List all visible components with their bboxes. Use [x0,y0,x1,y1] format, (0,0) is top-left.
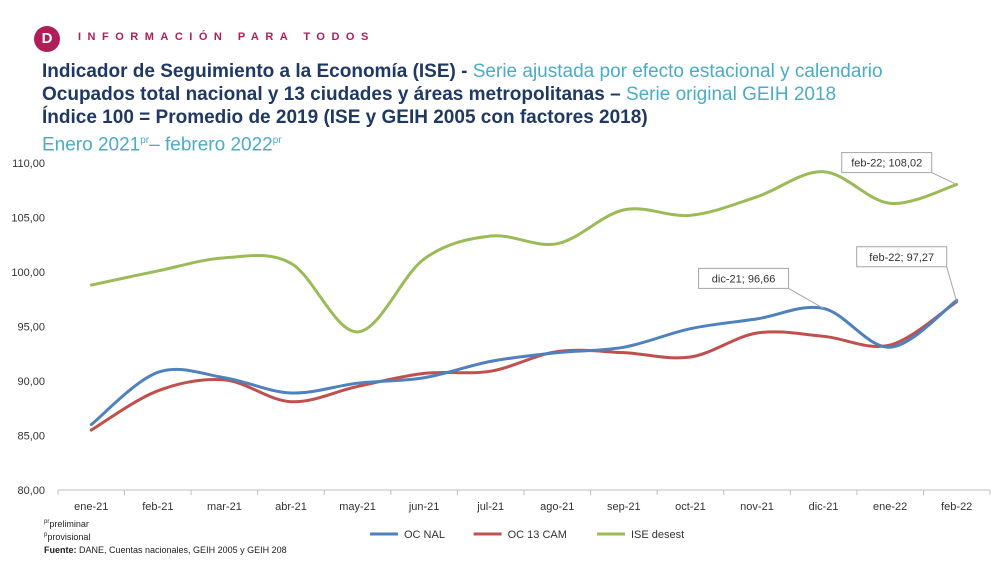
footnote-provisional: pprovisional [44,532,90,542]
x-tick-label: feb-21 [142,501,173,513]
footnote-sup-pr: pr [44,519,50,525]
annotation-leader [788,287,824,309]
annotation-label: dic-21; 96,66 [712,273,776,285]
legend-label: OC 13 CAM [508,529,567,541]
title-line4-b: – febrero 2022 [149,134,273,156]
chart-titles: Indicador de Seguimiento a la Economía (… [42,60,883,156]
annotation-box [698,267,790,289]
y-tick-label: 105,00 [11,213,45,225]
title-line1-bold: Indicador de Seguimiento a la Economía (… [42,61,468,82]
source-note: Fuente: DANE, Cuentas nacionales, GEIH 2… [44,545,287,555]
title-line1-rest: Serie ajustada por efecto estacional y c… [472,61,883,82]
annotation-leader [946,266,958,302]
y-tick-label: 95,00 [17,322,45,334]
annotation-label: feb-22; 97,27 [869,252,934,264]
source-text: DANE, Cuentas nacionales, GEIH 2005 y GE… [76,545,287,555]
y-tick-label: 110,00 [12,158,45,170]
series-line-oc-13-cam [89,300,959,432]
title-line4-sup-b: pr [272,135,282,146]
footnote-preliminar: prpreliminar [44,519,89,529]
x-tick-label: abr-21 [275,501,307,513]
x-tick-label: ago-21 [540,501,574,513]
y-tick-label: 85,00 [17,431,45,443]
x-tick-label: ene-21 [74,501,108,513]
footnote-sup-p: p [44,532,48,538]
annotation-box [841,152,933,174]
x-tick-label: nov-21 [740,501,774,513]
x-tick-label: sep-21 [607,501,641,513]
legend-label: OC NAL [404,529,445,541]
title-line4-sup-a: pr [140,135,150,146]
x-tick-label: feb-22 [941,501,972,513]
y-tick-label: 80,00 [17,485,45,497]
x-tick-label: mar-21 [207,501,242,513]
tagline: INFORMACIÓN PARA TODOS [78,31,375,43]
footnote-text-preliminar: preliminar [49,519,89,529]
annotation-leader [931,172,957,186]
legend-label: ISE desest [631,529,684,541]
x-tick-label: jul-21 [476,501,504,513]
x-tick-label: oct-21 [675,501,706,513]
x-tick-label: may-21 [339,501,376,513]
y-tick-label: 100,00 [11,267,45,279]
dane-logo: D [34,26,60,52]
source-label: Fuente: [44,545,77,555]
x-tick-label: dic-21 [809,501,839,513]
title-line2-bold: Ocupados total nacional y 13 ciudades y … [42,84,621,105]
title-line3-bold: Índice 100 = Promedio de 2019 (ISE y GEI… [42,107,648,128]
logo-letter: D [41,30,53,47]
title-line2-rest: Serie original GEIH 2018 [625,84,837,105]
series-line-ise-desest [89,170,959,334]
title-line4-a: Enero 2021 [42,134,141,156]
annotation-label: feb-22; 108,02 [851,158,922,170]
x-tick-label: ene-22 [873,501,907,513]
footnote-text-provisional: provisional [47,532,91,542]
annotation-box [856,246,948,268]
x-tick-label: jun-21 [408,501,440,513]
y-tick-label: 90,00 [17,376,45,388]
